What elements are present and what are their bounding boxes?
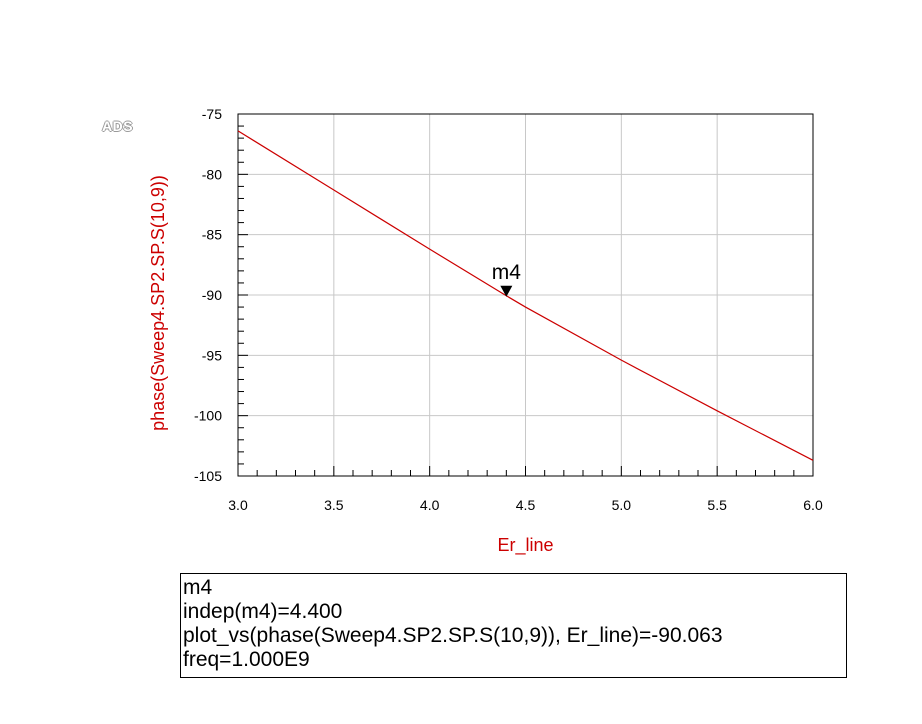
marker-readout-value: plot_vs(phase(Sweep4.SP2.SP.S(10,9)), Er…	[183, 624, 723, 647]
y-tick-label: -80	[202, 166, 222, 182]
x-tick-label: 5.5	[707, 497, 727, 513]
marker-readout-indep: indep(m4)=4.400	[183, 600, 343, 623]
y-tick-label: -100	[194, 408, 222, 424]
marker-readout-box: m4 indep(m4)=4.400 plot_vs(phase(Sweep4.…	[180, 573, 847, 678]
y-tick-label: -75	[202, 106, 222, 122]
x-tick-label: 4.0	[420, 497, 440, 513]
x-tick-label: 3.0	[228, 497, 248, 513]
ads-logo: ADS	[102, 118, 134, 134]
x-tick-label: 6.0	[803, 497, 823, 513]
y-tick-label: -95	[202, 347, 222, 363]
marker-readout-freq: freq=1.000E9	[183, 648, 310, 671]
x-axis-label: Er_line	[497, 535, 553, 556]
y-tick-label: -85	[202, 227, 222, 243]
x-tick-label: 5.0	[612, 497, 632, 513]
marker-label: m4	[492, 261, 521, 284]
series-line	[237, 130, 814, 461]
marker-readout-name: m4	[183, 576, 213, 599]
y-tick-label: -105	[194, 468, 222, 484]
x-tick-label: 4.5	[516, 497, 536, 513]
x-tick-label: 3.5	[324, 497, 344, 513]
y-axis-label: phase(Sweep4.SP2.SP.S(10,9))	[148, 175, 168, 431]
marker-triangle-icon	[500, 285, 513, 297]
y-tick-label: -90	[202, 287, 222, 303]
